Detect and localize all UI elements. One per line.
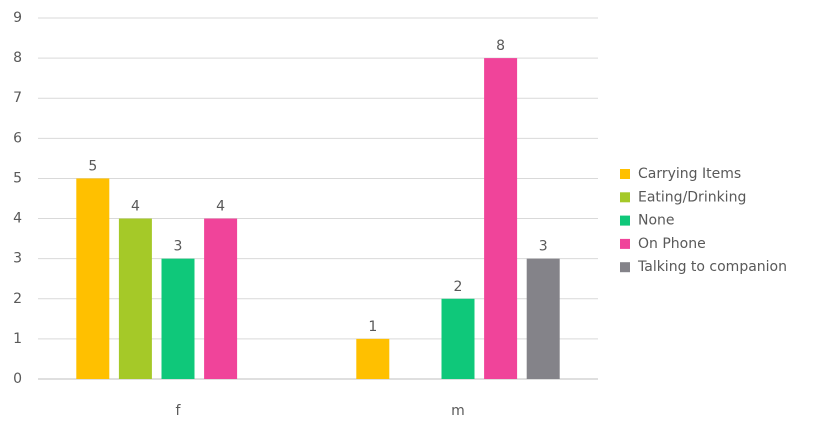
data-label: 4 bbox=[131, 199, 140, 215]
legend-swatch bbox=[620, 238, 630, 249]
bar bbox=[118, 218, 152, 379]
y-tick-label: 2 bbox=[13, 291, 22, 307]
y-tick-label: 4 bbox=[13, 211, 22, 227]
y-tick-label: 9 bbox=[13, 10, 22, 26]
bar bbox=[76, 178, 110, 379]
x-tick-label: f bbox=[176, 403, 182, 419]
legend-swatch bbox=[620, 192, 630, 203]
bar bbox=[161, 258, 195, 379]
y-tick-label: 7 bbox=[13, 90, 22, 106]
data-label: 5 bbox=[88, 158, 97, 174]
y-tick-label: 6 bbox=[13, 130, 22, 146]
legend-swatch bbox=[620, 215, 630, 226]
legend-label: On Phone bbox=[638, 236, 706, 252]
data-label: 3 bbox=[174, 239, 183, 255]
data-label: 4 bbox=[216, 199, 225, 215]
legend-swatch bbox=[620, 169, 630, 179]
legend-label: Eating/Drinking bbox=[638, 189, 746, 205]
bar bbox=[526, 258, 560, 379]
bar bbox=[484, 58, 518, 379]
data-label: 8 bbox=[496, 38, 505, 54]
bar bbox=[204, 218, 238, 379]
legend-swatch bbox=[620, 262, 630, 273]
y-tick-label: 3 bbox=[13, 251, 22, 267]
legend-label: Carrying Items bbox=[638, 166, 741, 182]
legend-label: None bbox=[638, 213, 675, 229]
bar bbox=[441, 298, 475, 379]
y-tick-label: 1 bbox=[13, 331, 22, 347]
y-tick-label: 0 bbox=[13, 371, 22, 387]
legend-label: Talking to companion bbox=[637, 259, 787, 275]
data-label: 3 bbox=[539, 239, 548, 255]
data-label: 1 bbox=[368, 319, 377, 335]
bar bbox=[356, 338, 390, 379]
y-tick-label: 5 bbox=[13, 170, 22, 186]
y-tick-label: 8 bbox=[13, 50, 22, 66]
data-label: 2 bbox=[454, 279, 463, 295]
x-tick-label: m bbox=[451, 403, 465, 419]
